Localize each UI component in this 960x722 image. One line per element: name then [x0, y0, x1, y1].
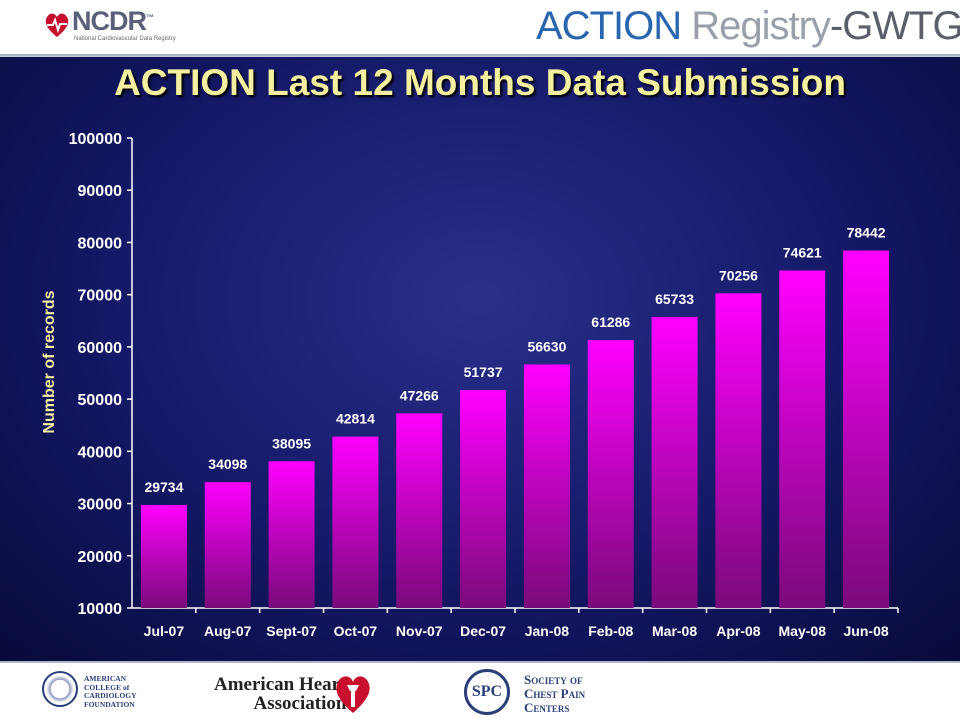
- bar: [715, 293, 762, 608]
- action-registry-logo: ACTION Registry-GWTG™: [536, 4, 960, 48]
- bar-value-label: 34098: [208, 456, 247, 472]
- acc-logo-text: AMERICAN COLLEGE of CARDIOLOGY FOUNDATIO…: [84, 674, 137, 709]
- bar: [204, 482, 251, 608]
- bar-value-label: 29734: [144, 479, 183, 495]
- bar: [396, 413, 443, 608]
- y-tick-label: 80000: [78, 235, 123, 252]
- bar: [779, 270, 826, 608]
- y-axis-label: Number of records: [41, 290, 58, 433]
- bar-value-label: 51737: [464, 364, 503, 380]
- bar-value-label: 61286: [591, 314, 630, 330]
- x-tick-label: Apr-08: [716, 623, 761, 639]
- ncdr-heart-icon: [45, 13, 69, 37]
- bar-value-label: 78442: [847, 225, 886, 241]
- y-tick-label: 50000: [78, 392, 123, 409]
- header-divider: [0, 54, 960, 57]
- acc-seal-icon: [42, 671, 78, 707]
- y-tick-label: 60000: [78, 340, 123, 357]
- y-tick-label: 30000: [78, 497, 123, 514]
- header-bar: NCDR™ National Cardiovascular Data Regis…: [0, 0, 960, 57]
- bar-value-label: 42814: [336, 411, 375, 427]
- bar-value-label: 65733: [655, 291, 694, 307]
- bar-value-label: 38095: [272, 435, 311, 451]
- x-tick-label: Aug-07: [204, 623, 252, 639]
- chart-title: ACTION Last 12 Months Data Submission: [114, 62, 846, 103]
- x-tick-label: May-08: [779, 623, 827, 639]
- y-tick-label: 100000: [69, 131, 122, 148]
- x-tick-label: Jun-08: [844, 623, 889, 639]
- bar: [460, 390, 507, 608]
- bar-value-label: 74621: [783, 245, 822, 261]
- aha-heart-torch-icon: [336, 676, 370, 713]
- bar-value-label: 56630: [527, 338, 566, 354]
- y-tick-label: 10000: [78, 601, 123, 618]
- x-tick-label: Sept-07: [266, 623, 317, 639]
- bar: [651, 316, 698, 608]
- bar: [523, 364, 570, 608]
- bar: [268, 461, 315, 608]
- y-tick-label: 40000: [78, 444, 123, 461]
- bar-value-label: 47266: [400, 387, 439, 403]
- x-tick-label: Jul-07: [144, 623, 185, 639]
- x-tick-label: Oct-07: [334, 623, 378, 639]
- bar: [332, 436, 379, 608]
- x-tick-label: Nov-07: [396, 623, 443, 639]
- scpc-seal-icon: SPC: [464, 669, 510, 715]
- bar-value-label: 70256: [719, 267, 758, 283]
- bar: [140, 504, 187, 608]
- x-tick-label: Jan-08: [525, 623, 570, 639]
- y-tick-label: 90000: [78, 183, 123, 200]
- x-tick-label: Mar-08: [652, 623, 697, 639]
- bar: [843, 250, 890, 608]
- ncdr-title: NCDR™: [72, 6, 154, 36]
- footer-bar: AMERICAN COLLEGE of CARDIOLOGY FOUNDATIO…: [0, 661, 960, 722]
- ncdr-logo: NCDR™ National Cardiovascular Data Regis…: [44, 6, 176, 48]
- x-tick-label: Dec-07: [460, 623, 506, 639]
- y-tick-label: 20000: [78, 549, 123, 566]
- ncdr-subtitle: National Cardiovascular Data Registry: [74, 36, 176, 42]
- bar: [587, 340, 634, 608]
- scpc-logo-text: Society of Chest Pain Centers: [524, 672, 586, 715]
- y-tick-label: 70000: [78, 288, 123, 305]
- x-tick-label: Feb-08: [588, 623, 633, 639]
- aha-logo-text: American Heart Association: [214, 674, 347, 714]
